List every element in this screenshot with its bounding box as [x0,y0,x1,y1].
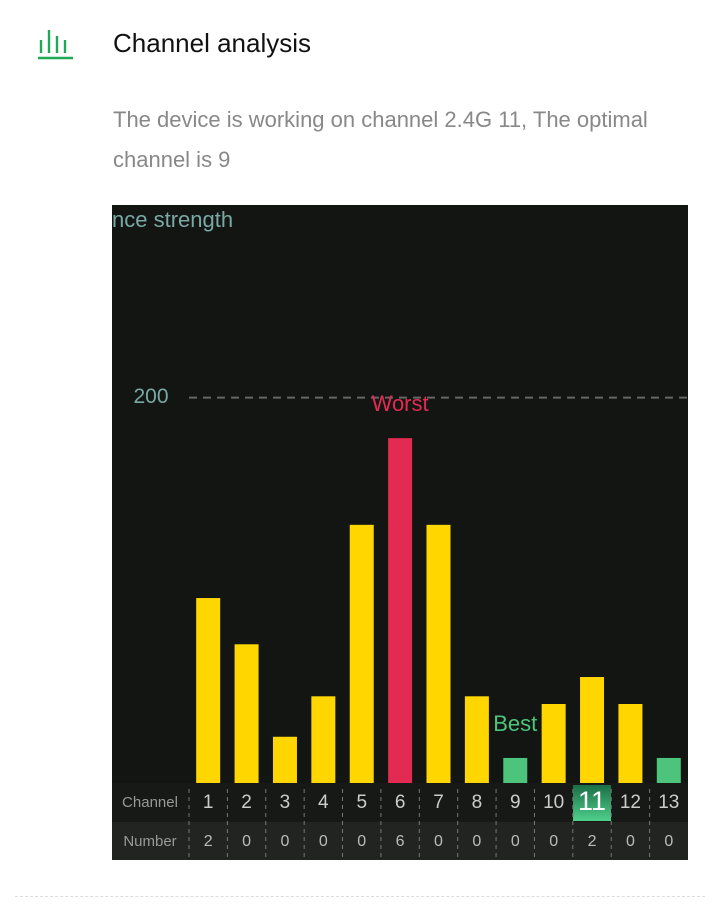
y-axis-label: nce strength [112,207,233,232]
description: The device is working on channel 2.4G 11… [113,107,648,172]
channel-icon [38,30,73,60]
row-label: Channel [122,794,178,811]
number-label: 0 [434,833,443,850]
bar [503,757,528,783]
bar [464,696,489,783]
x-tick-label: 4 [318,792,329,813]
bar [234,644,259,783]
number-label: 0 [281,833,290,850]
bar [388,438,413,783]
x-tick-label: 11 [578,786,606,816]
x-tick-label: 7 [433,792,444,813]
number-label: 0 [549,833,558,850]
number-label: 0 [511,833,520,850]
bar [580,677,605,783]
x-tick-label: 6 [395,792,406,813]
number-label: 6 [396,833,405,850]
bar [311,696,336,783]
x-tick-label: 10 [543,792,564,813]
number-label: 0 [472,833,481,850]
x-tick-label: 3 [280,792,291,813]
number-label: 0 [664,833,673,850]
bar [656,757,681,783]
bar [272,736,297,783]
annotation: Worst [372,391,429,416]
number-label: 0 [319,833,328,850]
chart: nce strength Channel Number 200122030405… [112,205,688,860]
row-label: Number [123,833,176,850]
annotation: Best [493,711,537,736]
number-label: 2 [204,833,213,850]
bar [541,704,566,783]
number-label: 0 [357,833,366,850]
bar [426,524,451,783]
x-tick-label: 8 [472,792,483,813]
x-tick-label: 1 [203,792,214,813]
number-label: 0 [242,833,251,850]
divider [15,896,705,897]
bar [618,704,643,783]
number-label: 2 [588,833,597,850]
number-label: 0 [626,833,635,850]
x-tick-label: 5 [356,792,367,813]
y-tick-label: 200 [133,385,168,408]
x-tick-label: 2 [241,792,252,813]
bar [349,524,374,783]
x-tick-label: 12 [620,792,641,813]
number-row [112,822,688,860]
x-tick-label: 9 [510,792,521,813]
x-tick-label: 13 [658,792,679,813]
section-title: Channel analysis [113,28,312,58]
bar [196,598,221,783]
current-channel-highlight [573,785,612,821]
